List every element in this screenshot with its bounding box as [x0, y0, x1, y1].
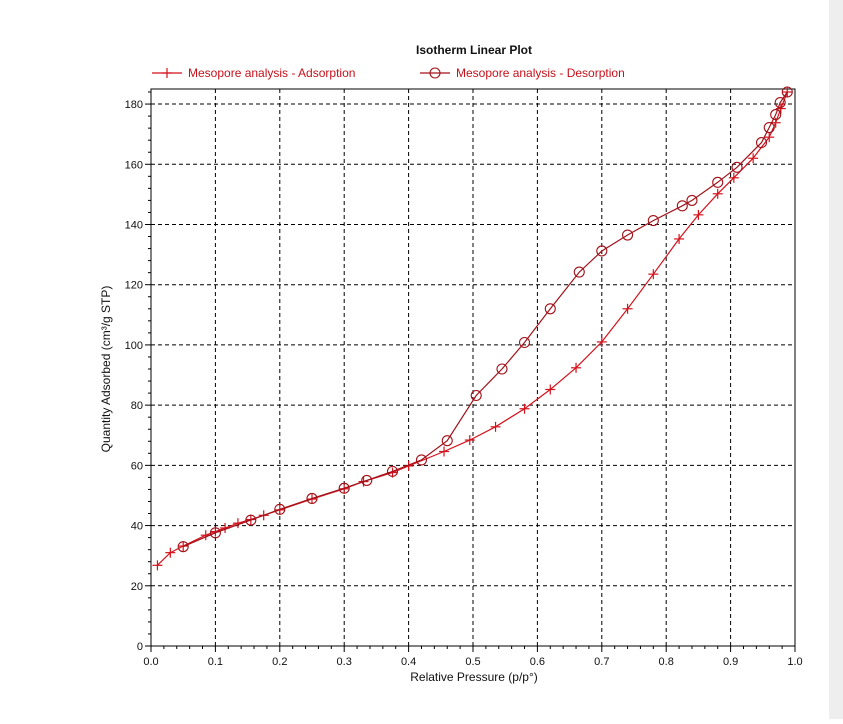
y-tick-label: 20	[131, 581, 143, 593]
x-tick-label: 0.2	[272, 656, 287, 668]
axes: 0.0 0.1 0.2 0.3 0.4 0.5 0.6 0.7 0.8 0.9 1.0 0 20 40 60…	[125, 88, 803, 668]
y-tick-label: 160	[125, 159, 143, 171]
data-point	[763, 121, 775, 134]
data-point	[415, 454, 428, 466]
data-point	[361, 474, 373, 486]
data-point	[496, 363, 508, 375]
y-axis-label: Quantity Adsorbed (cm³/g STP)	[99, 286, 113, 453]
data-point	[770, 109, 782, 121]
legend-item: Mesopore analysis - Adsorption	[152, 66, 355, 80]
data-point	[648, 269, 659, 280]
data-point	[676, 200, 688, 212]
data-point	[165, 547, 176, 558]
data-point	[545, 384, 556, 395]
x-tick-label: 0.5	[465, 656, 480, 668]
data-point	[674, 233, 685, 244]
plot-frame	[150, 88, 796, 647]
data-point	[571, 362, 582, 373]
data-point	[386, 465, 399, 477]
x-axis-label: Relative Pressure (p/p°)	[410, 670, 538, 684]
data-point	[748, 153, 759, 164]
x-tick-label: 0.6	[530, 656, 545, 668]
data-series	[152, 86, 793, 571]
data-point	[622, 303, 633, 314]
data-point	[306, 492, 318, 505]
x-tick-label: 0.7	[594, 656, 609, 668]
legend-item: Mesopore analysis - Desorption	[420, 66, 625, 80]
y-tick-label: 80	[131, 400, 143, 412]
data-point	[245, 514, 257, 526]
data-point	[781, 86, 793, 98]
y-tick-label: 0	[137, 641, 143, 653]
grid-lines	[151, 89, 795, 646]
x-tick-label: 0.1	[208, 656, 223, 668]
x-tick-label: 0.0	[143, 656, 158, 668]
legend-marker	[429, 67, 441, 79]
x-tick-label: 1.0	[787, 656, 802, 668]
y-tick-label: 100	[125, 340, 143, 352]
data-point	[731, 161, 743, 173]
y-tick-label: 180	[125, 99, 143, 111]
legend-label: Mesopore analysis - Adsorption	[188, 66, 355, 80]
data-point	[712, 176, 724, 188]
series-line	[156, 91, 788, 566]
legend: Mesopore analysis - Adsorption Mesopore a…	[152, 66, 625, 80]
data-point	[764, 132, 775, 143]
y-tick-label: 140	[125, 219, 143, 231]
window-edge	[829, 0, 843, 719]
series-desorption	[177, 86, 793, 553]
x-tick-label: 0.3	[337, 656, 352, 668]
data-point	[338, 482, 350, 494]
data-point	[596, 336, 607, 347]
data-point	[274, 503, 286, 515]
data-point	[755, 137, 768, 149]
x-tick-label: 0.8	[659, 656, 674, 668]
data-point	[573, 266, 585, 278]
data-point	[693, 209, 704, 220]
y-tick-label: 60	[131, 460, 143, 472]
data-point	[439, 446, 450, 457]
data-point	[686, 194, 698, 206]
data-point	[774, 96, 786, 109]
y-tick-label: 120	[125, 280, 143, 292]
legend-label: Mesopore analysis - Desorption	[456, 66, 625, 80]
data-point	[464, 435, 475, 446]
chart-title: Isotherm Linear Plot	[416, 43, 532, 57]
series-line	[182, 91, 788, 548]
data-point	[152, 560, 163, 571]
data-point	[712, 188, 723, 199]
x-tick-label: 0.4	[401, 656, 416, 668]
data-point	[470, 389, 482, 402]
data-point	[622, 229, 634, 241]
series-adsorption	[152, 87, 793, 571]
x-tick-label: 0.9	[723, 656, 738, 668]
data-point	[596, 245, 608, 257]
data-point	[519, 403, 530, 414]
y-tick-label: 40	[131, 521, 143, 533]
data-point	[647, 215, 659, 227]
data-point	[490, 421, 501, 432]
data-point	[177, 541, 189, 553]
data-point	[518, 336, 531, 349]
legend-marker	[162, 68, 172, 78]
data-point	[209, 527, 221, 539]
data-point	[544, 303, 556, 315]
data-point	[441, 435, 453, 447]
data-point	[728, 172, 739, 183]
